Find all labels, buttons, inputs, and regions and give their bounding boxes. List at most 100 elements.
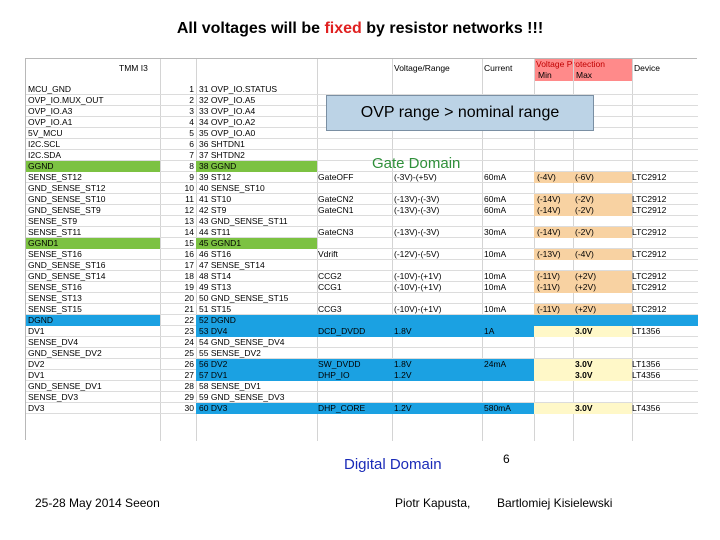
voltage-range: (-3V)-(+5V) <box>394 172 437 182</box>
table-row: SENSE_ST16 19 49 ST13 CCG1 (-10V)-(+1V) 10mA (… <box>26 282 698 293</box>
device <box>632 260 696 271</box>
pin-a-name: GND_SENSE_ST9 <box>28 205 101 215</box>
pin-a-number: 9 <box>189 172 194 182</box>
voltage-range <box>394 315 476 326</box>
pin-a-number: 30 <box>184 403 194 413</box>
max-voltage <box>575 139 630 150</box>
current <box>484 348 532 359</box>
voltage-range: 1.2V <box>394 370 412 380</box>
device <box>632 150 696 161</box>
supply-name: DHP_IO <box>318 370 350 380</box>
voltage-range: (-10V)-(+1V) <box>394 282 442 292</box>
current: 60mA <box>484 194 507 204</box>
gate-domain-label: Gate Domain <box>372 155 461 172</box>
voltage-range: (-13V)-(-3V) <box>394 205 440 215</box>
device <box>632 381 696 392</box>
voltage-range <box>394 238 476 249</box>
pin-a-number: 27 <box>184 370 194 380</box>
min-voltage <box>537 359 574 370</box>
supply-name: CCG1 <box>318 282 342 292</box>
device <box>632 315 696 326</box>
max-voltage: (-2V) <box>575 205 594 215</box>
max-voltage: 3.0V <box>575 359 593 369</box>
pin-a-number: 24 <box>184 337 194 347</box>
pin-a-number: 28 <box>184 381 194 391</box>
max-voltage <box>575 150 630 161</box>
voltage-range: 1.8V <box>394 359 412 369</box>
pin-a-number: 12 <box>184 205 194 215</box>
pin-a-number: 23 <box>184 326 194 336</box>
device <box>632 84 696 95</box>
pin-b-name: 42 ST9 <box>199 205 227 215</box>
device: LTC2912 <box>632 172 667 182</box>
current <box>484 84 532 95</box>
pin-a-name: I2C.SCL <box>28 139 61 149</box>
table-row: GGND1 15 45 GGND1 <box>26 238 698 249</box>
min-voltage <box>537 260 574 271</box>
supply-name: DHP_CORE <box>318 403 366 413</box>
current: 60mA <box>484 205 507 215</box>
supply-name: Vdrift <box>318 249 338 259</box>
device <box>632 238 696 249</box>
current <box>484 370 532 381</box>
pin-a-name: SENSE_ST11 <box>28 227 82 237</box>
voltage-range: (-12V)-(-5V) <box>394 249 440 259</box>
pin-a-number: 6 <box>189 139 194 149</box>
device: LTC2912 <box>632 227 667 237</box>
current <box>484 337 532 348</box>
supply-name <box>318 337 390 348</box>
current <box>484 315 532 326</box>
pin-b-name: 31 OVP_IO.STATUS <box>199 84 278 94</box>
table-row: GGND 8 38 GGND <box>26 161 698 172</box>
pin-b-name: 53 DV4 <box>199 326 228 336</box>
pin-assignment-table: TMM I3 Voltage/Range Current Voltage Pro… <box>25 58 698 441</box>
pin-b-name: 33 OVP_IO.A4 <box>199 106 256 116</box>
pin-a-number: 29 <box>184 392 194 402</box>
supply-name <box>318 84 390 95</box>
current: 10mA <box>484 304 507 314</box>
device: LT4356 <box>632 403 661 413</box>
device: LTC2912 <box>632 249 667 259</box>
pin-b-name: 59 GND_SENSE_DV3 <box>199 392 285 402</box>
min-voltage <box>537 238 574 249</box>
min-voltage <box>537 392 574 403</box>
current <box>484 150 532 161</box>
table-row: DV3 30 60 DV3 DHP_CORE 1.2V 580mA 3.0V LT4356 <box>26 403 698 414</box>
pin-b-name: 32 OVP_IO.A5 <box>199 95 256 105</box>
pin-b-name: 60 DV3 <box>199 403 228 413</box>
max-voltage <box>575 381 630 392</box>
min-voltage <box>537 293 574 304</box>
page-number: 6 <box>503 452 510 466</box>
max-voltage <box>575 260 630 271</box>
min-voltage: (-4V) <box>537 172 556 182</box>
min-voltage: (-13V) <box>537 249 561 259</box>
min-voltage <box>537 216 574 227</box>
pin-b-name: 38 GGND <box>199 161 237 171</box>
pin-a-name: SENSE_ST15 <box>28 304 82 314</box>
pin-a-name: SENSE_ST13 <box>28 293 82 303</box>
pin-a-name: 5V_MCU <box>28 128 63 138</box>
pin-a-name: OVP_IO.A3 <box>28 106 73 116</box>
pin-a-number: 10 <box>184 183 194 193</box>
max-voltage: (+2V) <box>575 304 597 314</box>
pin-b-name: 56 DV2 <box>199 359 228 369</box>
max-header: Max <box>576 70 593 80</box>
voltage-range <box>394 381 476 392</box>
current <box>484 293 532 304</box>
pin-a-number: 13 <box>184 216 194 226</box>
voltage-range <box>394 348 476 359</box>
digital-domain-label: Digital Domain <box>344 456 442 473</box>
supply-name <box>318 315 390 326</box>
voltage-range <box>394 216 476 227</box>
table-row: SENSE_DV3 29 59 GND_SENSE_DV3 <box>26 392 698 403</box>
min-voltage <box>537 381 574 392</box>
supply-name: CCG3 <box>318 304 342 314</box>
pin-a-number: 2 <box>189 95 194 105</box>
device: LTC2912 <box>632 194 667 204</box>
supply-name: GateOFF <box>318 172 354 182</box>
pin-a-number: 14 <box>184 227 194 237</box>
device <box>632 139 696 150</box>
supply-name <box>318 392 390 403</box>
pin-b-name: 49 ST13 <box>199 282 232 292</box>
device <box>632 348 696 359</box>
